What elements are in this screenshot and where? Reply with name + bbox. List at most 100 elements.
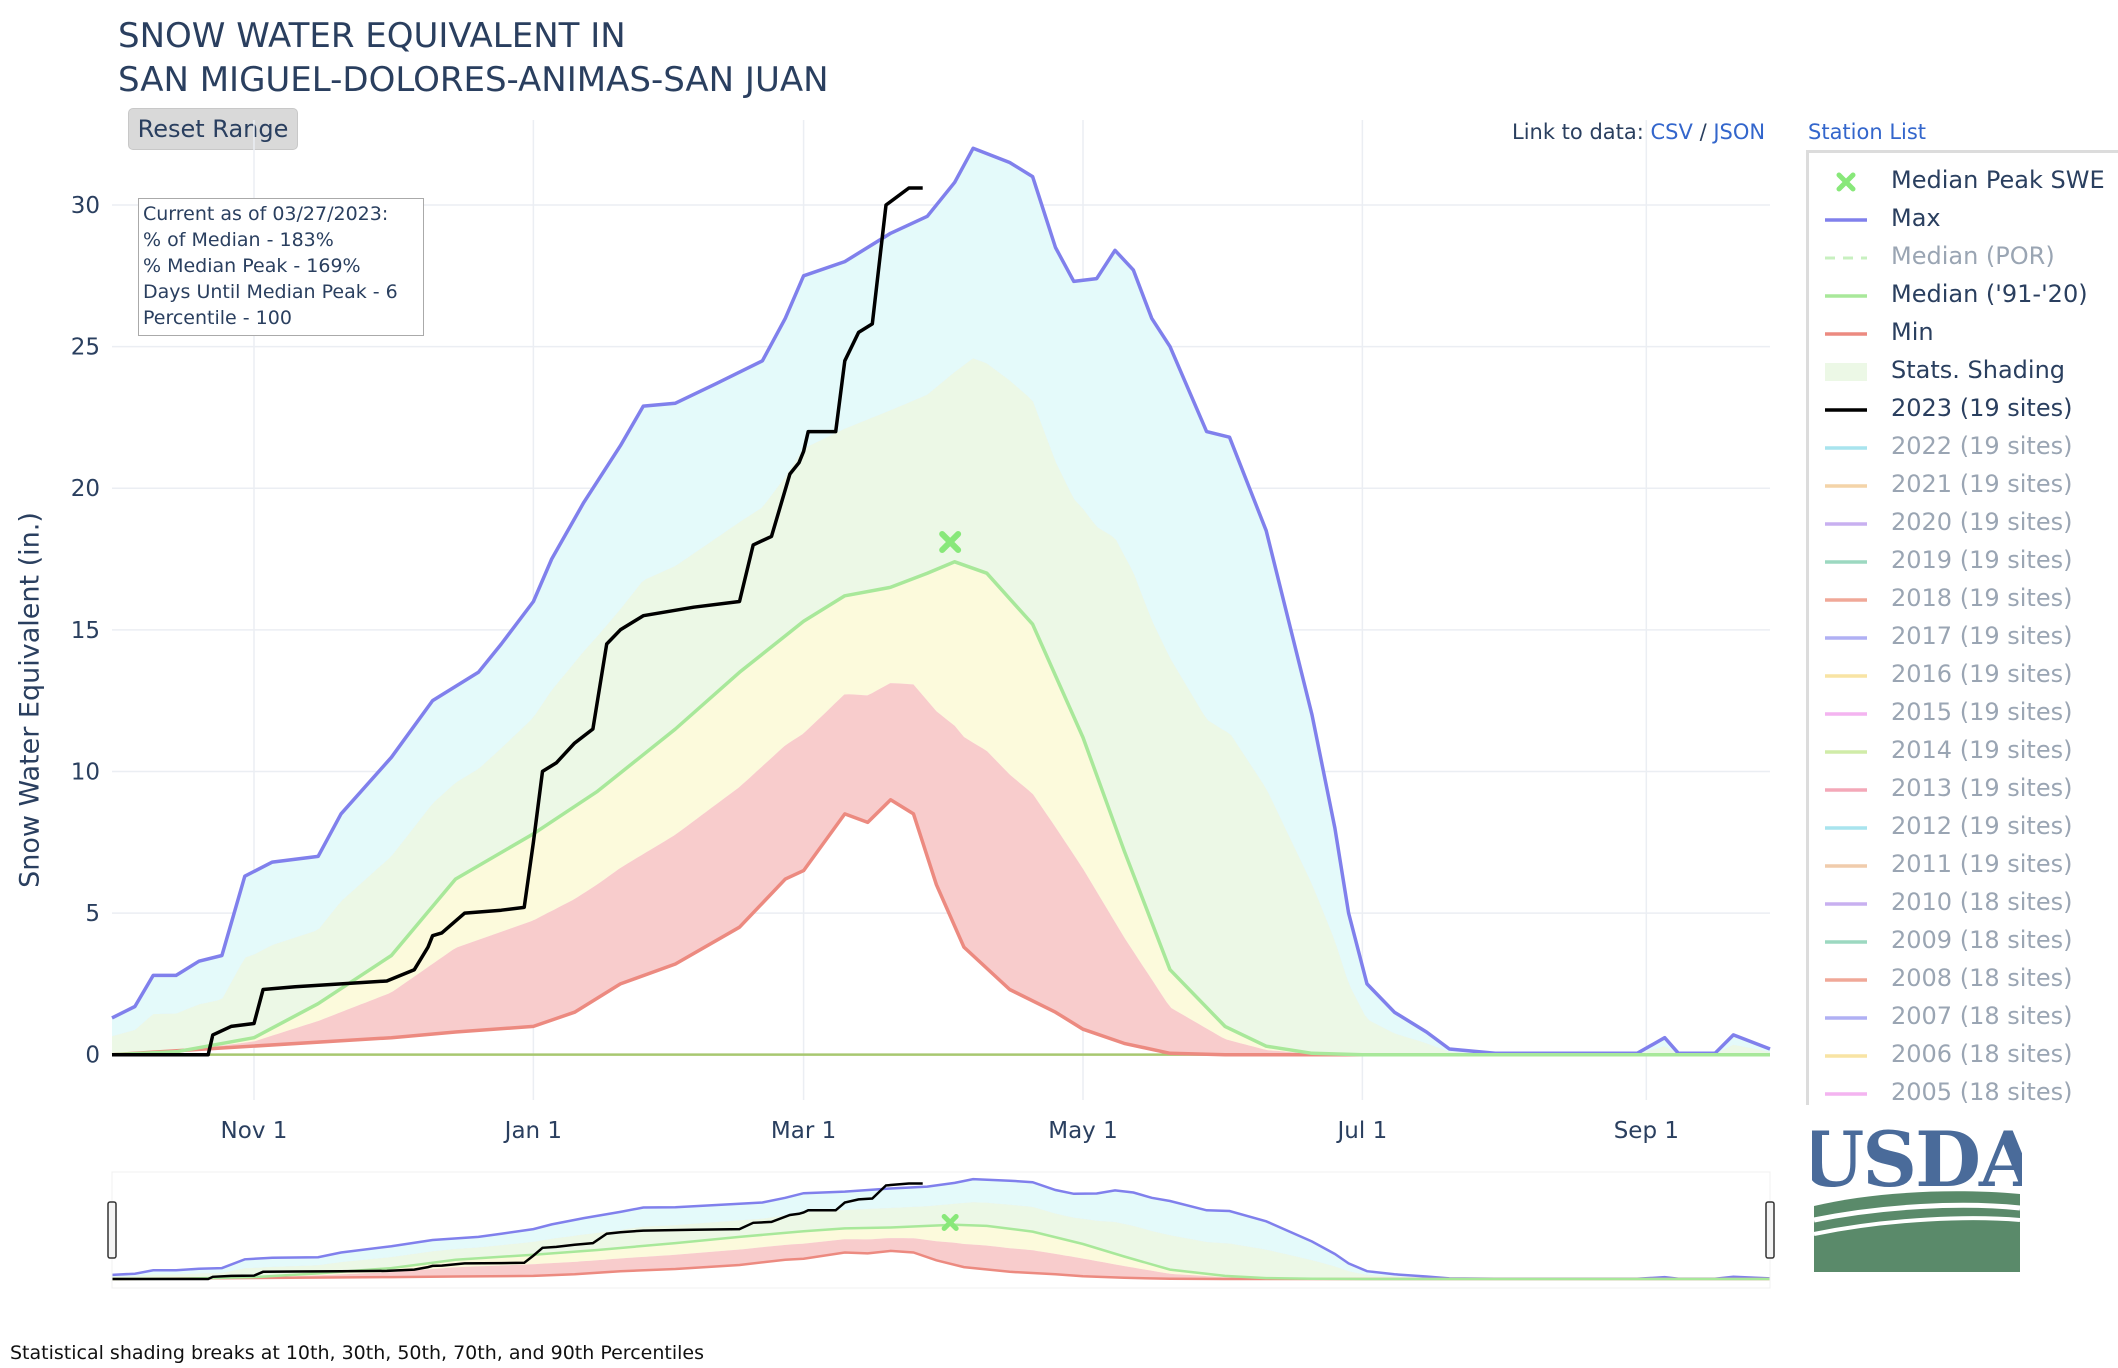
legend-item[interactable]: 2009 (18 sites) (1809, 923, 2118, 961)
band-10-30 (112, 683, 1770, 1055)
legend-item[interactable]: Stats. Shading (1809, 353, 2118, 391)
mini-current-line (112, 1182, 923, 1281)
chart-title-line-2: SAN MIGUEL-DOLORES-ANIMAS-SAN JUAN (118, 60, 829, 100)
legend-item[interactable]: 2016 (19 sites) (1809, 657, 2118, 695)
json-link[interactable]: JSON (1713, 120, 1766, 144)
legend-item[interactable]: 2006 (18 sites) (1809, 1037, 2118, 1075)
legend-symbol (1825, 522, 1867, 526)
median-line (111, 560, 1770, 1057)
y-tick-label: 20 (71, 476, 100, 502)
legend-label: 2010 (18 sites) (1891, 888, 2073, 916)
legend-item[interactable]: 2013 (19 sites) (1809, 771, 2118, 809)
band-50-70 (112, 358, 1770, 1055)
legend-item[interactable]: 2021 (19 sites) (1809, 467, 2118, 505)
legend-label: Min (1891, 318, 1934, 346)
legend-symbol (1825, 1054, 1867, 1058)
mini-band-30-50 (112, 1224, 1770, 1279)
legend-item[interactable]: 2010 (18 sites) (1809, 885, 2118, 923)
legend-item[interactable]: 2015 (19 sites) (1809, 695, 2118, 733)
legend-label: Max (1891, 204, 1941, 232)
info-current-date: Current as of 03/27/2023: (143, 203, 389, 225)
legend-item[interactable]: Min (1809, 315, 2118, 353)
min-line (111, 798, 1770, 1057)
legend-label: 2020 (19 sites) (1891, 508, 2073, 536)
legend-label: 2013 (19 sites) (1891, 774, 2073, 802)
legend-label: 2008 (18 sites) (1891, 964, 2073, 992)
legend-item[interactable]: 2020 (19 sites) (1809, 505, 2118, 543)
legend-item[interactable]: 2008 (18 sites) (1809, 961, 2118, 999)
legend-item[interactable]: 2014 (19 sites) (1809, 733, 2118, 771)
legend-item[interactable]: 2019 (19 sites) (1809, 543, 2118, 581)
legend-label: 2017 (19 sites) (1891, 622, 2073, 650)
legend-label: 2005 (18 sites) (1891, 1078, 2073, 1105)
mini-peak-marker (941, 1214, 959, 1232)
legend-label: 2011 (19 sites) (1891, 850, 2073, 878)
legend-item[interactable]: Max (1809, 201, 2118, 239)
y-tick-label: 0 (85, 1043, 100, 1069)
legend-label: 2021 (19 sites) (1891, 470, 2073, 498)
mini-median-line (111, 1223, 1770, 1281)
info-pct-median: % of Median - 183% (143, 229, 334, 251)
shading-footnote: Statistical shading breaks at 10th, 30th… (10, 1342, 704, 1364)
data-links: Link to data: CSV / JSON (1512, 120, 1765, 144)
y-tick-label: 25 (71, 335, 100, 361)
legend-item[interactable]: Median ('91-'20) (1809, 277, 2118, 315)
info-pct-median-peak: % Median Peak - 169% (143, 255, 361, 277)
legend-label: 2019 (19 sites) (1891, 546, 2073, 574)
legend-symbol (1825, 363, 1867, 381)
axes: 0 5 10 15 20 25 30 Nov 1 Jan 1 Mar 1 May 1 Jul 1 Sep… (71, 193, 1679, 1144)
legend-item[interactable]: 2023 (19 sites) (1809, 391, 2118, 429)
info-percentile: Percentile - 100 (143, 307, 292, 329)
chart-legend[interactable]: Median Peak SWE Max Median (POR) Median ('9… (1806, 150, 2118, 1105)
legend-label: 2007 (18 sites) (1891, 1002, 2073, 1030)
legend-symbol (1825, 750, 1867, 754)
legend-item[interactable]: 2011 (19 sites) (1809, 847, 2118, 885)
legend-symbol (1825, 788, 1867, 792)
range-handle-left[interactable] (107, 1201, 117, 1259)
x-tick-label: Jul 1 (1336, 1118, 1388, 1144)
x-tick-label: Sep 1 (1614, 1118, 1679, 1144)
legend-symbol (1825, 484, 1867, 488)
legend-item[interactable]: 2022 (19 sites) (1809, 429, 2118, 467)
legend-symbol (1825, 408, 1867, 412)
reset-range-button[interactable]: Reset Range (128, 108, 298, 150)
legend-symbol (1825, 636, 1867, 640)
csv-link[interactable]: CSV (1650, 120, 1693, 144)
legend-symbol (1825, 598, 1867, 602)
legend-item[interactable]: 2007 (18 sites) (1809, 999, 2118, 1037)
legend-symbol (1825, 1092, 1867, 1096)
range-handle-right[interactable] (1765, 1201, 1775, 1259)
legend-symbol (1825, 294, 1867, 298)
legend-item[interactable]: Median (POR) (1809, 239, 2118, 277)
legend-item[interactable]: 2017 (19 sites) (1809, 619, 2118, 657)
legend-item[interactable]: Median Peak SWE (1809, 163, 2118, 201)
legend-symbol (1825, 446, 1867, 450)
legend-item[interactable]: 2005 (18 sites) (1809, 1075, 2118, 1105)
legend-symbol (1825, 978, 1867, 982)
station-list-link[interactable]: Station List (1808, 120, 1927, 144)
legend-symbol (1825, 940, 1867, 944)
current-conditions-box: Current as of 03/27/2023: % of Median - … (138, 198, 424, 336)
legend-symbol (1825, 218, 1867, 222)
legend-item[interactable]: 2012 (19 sites) (1809, 809, 2118, 847)
range-slider[interactable] (107, 1171, 1775, 1289)
band-70-90 (112, 148, 1770, 1054)
legend-label: Stats. Shading (1891, 356, 2066, 384)
legend-label: 2012 (19 sites) (1891, 812, 2073, 840)
chart-title-line-1: SNOW WATER EQUIVALENT IN (118, 16, 626, 56)
y-tick-label: 30 (71, 193, 100, 219)
legend-label: 2006 (18 sites) (1891, 1040, 2073, 1068)
max-line (111, 146, 1771, 1056)
legend-item[interactable]: 2018 (19 sites) (1809, 581, 2118, 619)
y-tick-label: 10 (71, 759, 100, 785)
legend-label: Median (POR) (1891, 242, 2055, 270)
legend-label: Median Peak SWE (1891, 166, 2105, 194)
mini-band-10-30 (112, 1238, 1770, 1279)
legend-symbol (1825, 256, 1867, 260)
median-peak-marker (939, 531, 962, 554)
legend-label: 2009 (18 sites) (1891, 926, 2073, 954)
x-tick-label: Mar 1 (771, 1118, 836, 1144)
x-tick-label: Nov 1 (221, 1118, 288, 1144)
legend-symbol (1836, 172, 1856, 192)
